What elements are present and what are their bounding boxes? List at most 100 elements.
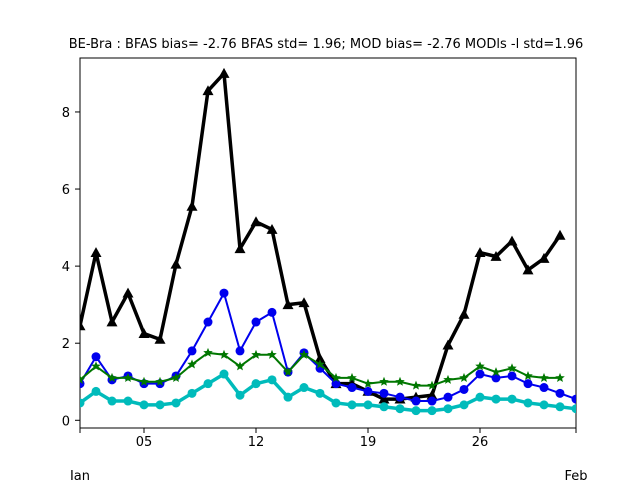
series-1-point bbox=[106, 316, 118, 327]
series-3-point bbox=[91, 361, 101, 371]
series-1-point bbox=[250, 216, 262, 227]
series-3-point bbox=[187, 359, 197, 369]
series-3-point bbox=[315, 359, 325, 369]
x-tick-label: 05 bbox=[136, 435, 153, 450]
series-1-point bbox=[490, 250, 502, 261]
series-4-point bbox=[539, 400, 549, 410]
series-4-point bbox=[187, 388, 197, 398]
series-3-point bbox=[507, 363, 517, 373]
series-4-point bbox=[91, 386, 101, 396]
series-3-point bbox=[491, 367, 501, 377]
y-tick-label: 8 bbox=[62, 106, 70, 121]
series-1-point bbox=[426, 389, 438, 400]
series-4-point bbox=[523, 398, 533, 408]
series-1-point bbox=[314, 353, 326, 364]
series-4-point bbox=[80, 398, 85, 408]
series-4-point bbox=[267, 375, 277, 385]
series-2-point bbox=[523, 379, 533, 389]
series-3-point bbox=[107, 372, 117, 382]
x-tick-label: 26 bbox=[472, 435, 489, 450]
x-tick-sublabel: Jan bbox=[69, 469, 90, 480]
series-4-point bbox=[491, 394, 501, 404]
series-2-point bbox=[379, 388, 389, 398]
series-2-point bbox=[491, 373, 501, 383]
series-1-point bbox=[266, 224, 278, 234]
series-4 bbox=[80, 369, 576, 416]
series-2-point bbox=[203, 317, 213, 327]
series-1-point bbox=[218, 67, 230, 78]
series-4-point bbox=[443, 404, 453, 414]
series-4-point bbox=[459, 400, 469, 410]
series-4-point bbox=[171, 398, 181, 408]
series-4-point bbox=[331, 398, 341, 408]
series-1-point bbox=[474, 247, 486, 258]
series-2-point bbox=[539, 383, 549, 393]
series-1-point bbox=[234, 243, 246, 254]
series-3-point bbox=[427, 380, 437, 390]
series-1-point bbox=[442, 339, 454, 350]
y-tick-label: 0 bbox=[62, 414, 70, 429]
series-3-point bbox=[299, 349, 309, 359]
plot-area: Jan 05 12 19 26 Feb 0 2 4 6 8 bbox=[62, 57, 588, 480]
series-1-point bbox=[458, 308, 470, 319]
x-axis: Jan 05 12 19 26 Feb bbox=[69, 428, 588, 480]
series-4-point bbox=[315, 388, 325, 398]
y-tick-label: 2 bbox=[62, 337, 70, 352]
series-layer bbox=[80, 67, 576, 416]
series-1-point bbox=[298, 297, 310, 308]
series-3-point bbox=[475, 361, 485, 371]
x-tick-label: 12 bbox=[248, 435, 265, 450]
series-3-point bbox=[155, 376, 165, 386]
series-1-point bbox=[378, 393, 390, 404]
series-2-point bbox=[331, 379, 341, 389]
series-2-point bbox=[219, 288, 229, 298]
series-4-point bbox=[219, 369, 229, 379]
series-4-point bbox=[411, 406, 421, 416]
series-1-point bbox=[282, 299, 294, 310]
series-3-point bbox=[539, 372, 549, 382]
series-2-point bbox=[571, 394, 576, 404]
series-1-point bbox=[554, 229, 566, 240]
x-tick-label: 19 bbox=[360, 435, 377, 450]
series-3-point bbox=[331, 372, 341, 382]
series-1-point bbox=[186, 200, 198, 211]
series-4-point bbox=[379, 402, 389, 412]
series-3-point bbox=[523, 370, 533, 381]
series-4-point bbox=[395, 404, 405, 414]
series-1-point bbox=[522, 264, 534, 275]
series-4-point bbox=[139, 400, 149, 410]
x-tick-sublabel: Feb bbox=[564, 469, 587, 480]
series-4-point bbox=[251, 379, 261, 389]
y-tick-label: 6 bbox=[62, 183, 70, 198]
series-2-point bbox=[251, 317, 261, 327]
series-4-point bbox=[155, 400, 165, 410]
series-4-point bbox=[235, 390, 245, 400]
series-3-point bbox=[80, 374, 85, 384]
series-2-point bbox=[267, 307, 277, 317]
series-1-point bbox=[538, 252, 550, 263]
series-1-point bbox=[90, 247, 102, 258]
series-1-point bbox=[122, 287, 134, 298]
series-4-point bbox=[507, 394, 517, 404]
series-3-point bbox=[139, 376, 149, 386]
series-2-point bbox=[395, 392, 405, 402]
series-2-point bbox=[427, 396, 437, 406]
series-3-point bbox=[555, 372, 565, 382]
y-tick-label: 4 bbox=[62, 260, 70, 275]
series-4-point bbox=[283, 392, 293, 402]
series-3-point bbox=[363, 378, 373, 388]
plot-frame bbox=[79, 57, 577, 429]
series-3-point bbox=[379, 376, 389, 386]
series-3-point bbox=[123, 372, 133, 382]
chart-title: BE-Bra : BFAS bias= -2.76 BFAS std= 1.96… bbox=[69, 37, 584, 52]
series-3-point bbox=[235, 361, 245, 371]
series-3-point bbox=[203, 347, 213, 357]
series-2-point bbox=[459, 384, 469, 394]
series-4-point bbox=[475, 392, 485, 402]
y-axis: 0 2 4 6 8 bbox=[62, 106, 80, 429]
series-3-point bbox=[459, 372, 469, 382]
series-4-point bbox=[299, 383, 309, 393]
series-2-point bbox=[347, 383, 357, 393]
series-3-point bbox=[443, 374, 453, 384]
